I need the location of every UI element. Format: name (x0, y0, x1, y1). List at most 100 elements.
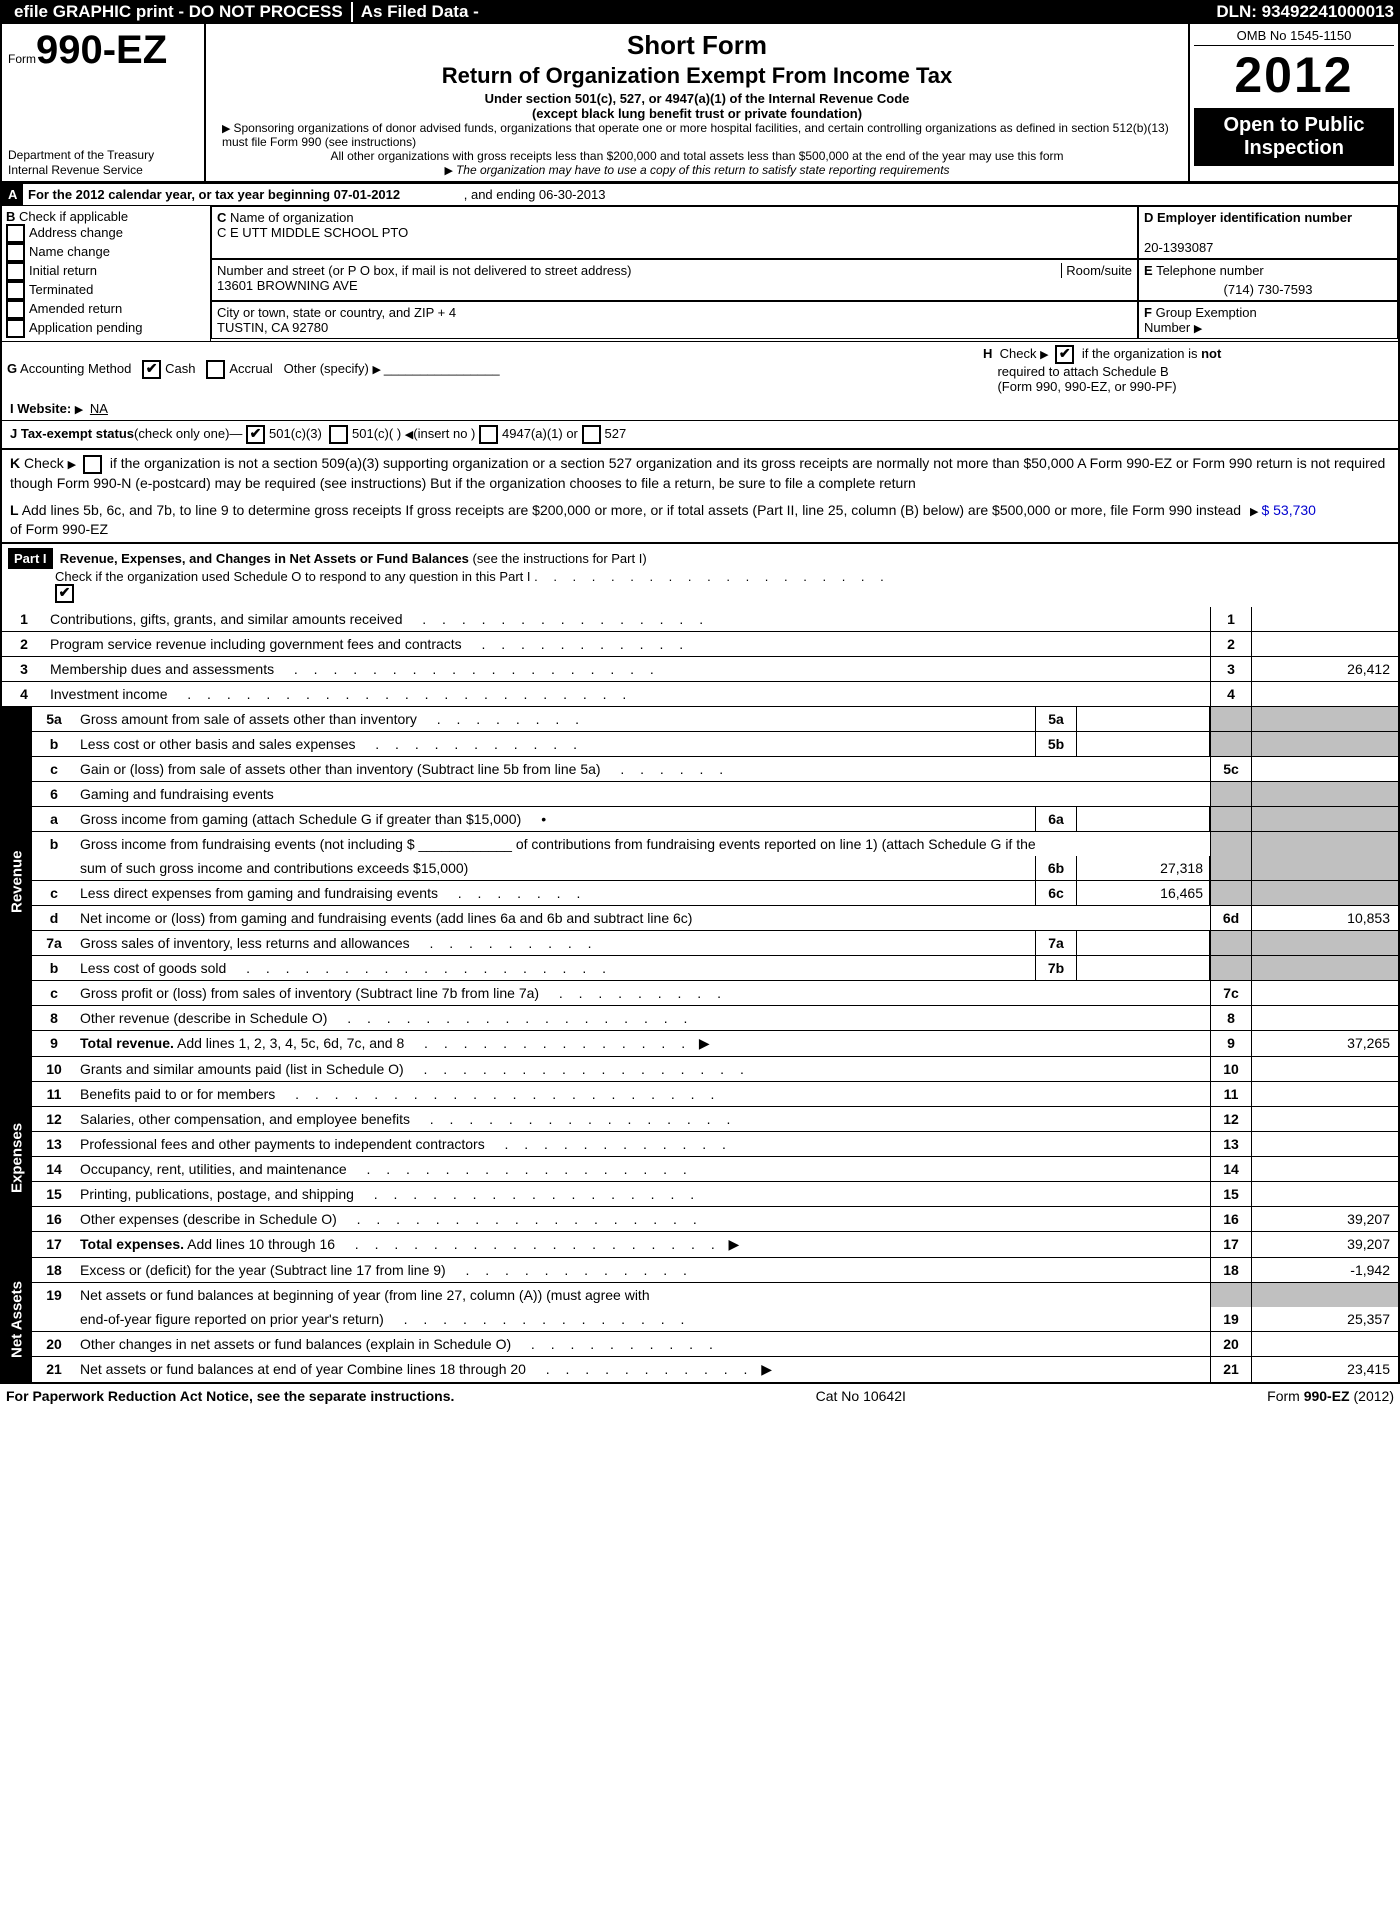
d-ein-cell: D Employer identification number 20-1393… (1138, 206, 1398, 259)
line-10: 10 Grants and similar amounts paid (list… (32, 1057, 1398, 1082)
ein-value: 20-1393087 (1144, 240, 1213, 255)
revenue-group: Revenue 5a Gross amount from sale of ass… (2, 707, 1398, 1057)
page-footer: For Paperwork Reduction Act Notice, see … (0, 1384, 1400, 1408)
g-accounting: G Accounting Method Cash Accrual Other (… (2, 342, 978, 397)
checkbox-4947[interactable] (479, 425, 498, 444)
note-1: Sponsoring organizations of donor advise… (214, 121, 1180, 149)
form-page: efile GRAPHIC print - DO NOT PROCESS As … (0, 0, 1400, 1408)
section-a-f: A For the 2012 calendar year, or tax yea… (0, 183, 1400, 450)
b-check-column: B Check if applicable Address change Nam… (2, 206, 211, 341)
netassets-vert-label: Net Assets (2, 1258, 32, 1382)
line-3: 3 Membership dues and assessments . . . … (2, 657, 1398, 682)
checkbox-pending[interactable] (6, 319, 25, 338)
expenses-vert-label: Expenses (2, 1057, 32, 1258)
efile-label: efile GRAPHIC print - DO NOT PROCESS (6, 2, 353, 22)
checkbox-cash[interactable] (142, 360, 161, 379)
form-footer: Form 990-EZ (2012) (1267, 1388, 1394, 1404)
line-12: 12 Salaries, other compensation, and emp… (32, 1107, 1398, 1132)
k-check-text: K Check if the organization is not a sec… (0, 450, 1400, 497)
line-6b-2: sum of such gross income and contributio… (32, 856, 1398, 881)
checkbox-initial-return[interactable] (6, 262, 25, 281)
open-public-badge: Open to Public Inspection (1194, 108, 1394, 166)
main-title: Return of Organization Exempt From Incom… (214, 63, 1180, 89)
line-9: 9 Total revenue. Add lines 1, 2, 3, 4, 5… (32, 1031, 1398, 1057)
line-1: 1 Contributions, gifts, grants, and simi… (2, 607, 1398, 632)
checkbox-amended[interactable] (6, 300, 25, 319)
omb-number: OMB No 1545-1150 (1194, 28, 1394, 46)
street-address: 13601 BROWNING AVE (217, 278, 358, 293)
city-value: TUSTIN, CA 92780 (217, 320, 328, 335)
line-6a: a Gross income from gaming (attach Sched… (32, 807, 1398, 832)
dln-label: DLN: 93492241000013 (1216, 2, 1394, 22)
netassets-group: Net Assets 18 Excess or (deficit) for th… (2, 1258, 1398, 1382)
department-text: Department of the Treasury Internal Reve… (8, 148, 198, 177)
line-7c: c Gross profit or (loss) from sales of i… (32, 981, 1398, 1006)
checkbox-527[interactable] (582, 425, 601, 444)
line-13: 13 Professional fees and other payments … (32, 1132, 1398, 1157)
city-cell: City or town, state or country, and ZIP … (211, 301, 1138, 339)
part1-label: Part I (8, 548, 53, 569)
line-5a: 5a Gross amount from sale of assets othe… (32, 707, 1398, 732)
asfiled-label: As Filed Data - (353, 2, 487, 22)
checkbox-terminated[interactable] (6, 281, 25, 300)
i-website: I Website: NA (2, 397, 1398, 420)
expenses-group: Expenses 10 Grants and similar amounts p… (2, 1057, 1398, 1258)
h-check: H Check if the organization is not requi… (978, 342, 1398, 397)
line-4: 4 Investment income . . . . . . . . . . … (2, 682, 1398, 707)
short-form-title: Short Form (214, 30, 1180, 61)
org-name: C E UTT MIDDLE SCHOOL PTO (217, 225, 408, 240)
checkbox-k[interactable] (83, 455, 102, 474)
label-a: A (2, 183, 22, 206)
org-info-block: C Name of organization C E UTT MIDDLE SC… (211, 206, 1398, 341)
checkbox-accrual[interactable] (206, 360, 225, 379)
line-7a: 7a Gross sales of inventory, less return… (32, 931, 1398, 956)
checkbox-501c[interactable] (329, 425, 348, 444)
phone-value: (714) 730-7593 (1144, 282, 1392, 297)
l-text: L Add lines 5b, 6c, and 7b, to line 9 to… (0, 497, 1400, 545)
line-7b: b Less cost of goods sold . . . . . . . … (32, 956, 1398, 981)
note-3: The organization may have to use a copy … (214, 163, 1180, 177)
checkbox-501c3[interactable] (246, 425, 265, 444)
line-19-1: 19 Net assets or fund balances at beginn… (32, 1283, 1398, 1307)
line-19-2: end-of-year figure reported on prior yea… (32, 1307, 1398, 1332)
line-20: 20 Other changes in net assets or fund b… (32, 1332, 1398, 1357)
j-tax-exempt: J Tax-exempt status(check only one)— 501… (2, 420, 1398, 448)
line-5c: c Gain or (loss) from sale of assets oth… (32, 757, 1398, 782)
subtitle-1: Under section 501(c), 527, or 4947(a)(1)… (214, 91, 1180, 106)
f-group-cell: F Group Exemption Number (1138, 301, 1398, 339)
title-box: Short Form Return of Organization Exempt… (206, 24, 1190, 181)
checkbox-schedule-b[interactable] (1055, 345, 1074, 364)
line-14: 14 Occupancy, rent, utilities, and maint… (32, 1157, 1398, 1182)
e-phone-cell: E Telephone number (714) 730-7593 (1138, 259, 1398, 301)
line-2: 2 Program service revenue including gove… (2, 632, 1398, 657)
header-row: Form990-EZ Department of the Treasury In… (0, 24, 1400, 183)
form-box: Form990-EZ Department of the Treasury In… (2, 24, 206, 181)
line-6d: d Net income or (loss) from gaming and f… (32, 906, 1398, 931)
l-amount: $ 53,730 (1261, 502, 1316, 518)
line-18: 18 Excess or (deficit) for the year (Sub… (32, 1258, 1398, 1283)
cat-no: Cat No 10642I (816, 1388, 906, 1404)
line-17: 17 Total expenses. Add lines 10 through … (32, 1232, 1398, 1258)
form-number: Form990-EZ (8, 28, 198, 73)
address-cell: Number and street (or P O box, if mail i… (211, 259, 1138, 301)
line-21: 21 Net assets or fund balances at end of… (32, 1357, 1398, 1382)
tax-year: 2012 (1194, 46, 1394, 104)
part1-header: Part I Revenue, Expenses, and Changes in… (0, 544, 1400, 607)
subtitle-2: (except black lung benefit trust or priv… (214, 106, 1180, 121)
top-bar-left: efile GRAPHIC print - DO NOT PROCESS As … (6, 2, 487, 22)
checkbox-address-change[interactable] (6, 224, 25, 243)
checkbox-schedule-o[interactable] (55, 584, 74, 603)
website-value: NA (90, 401, 108, 416)
line-5b: b Less cost or other basis and sales exp… (32, 732, 1398, 757)
lines-section: 1 Contributions, gifts, grants, and simi… (0, 607, 1400, 1384)
line-15: 15 Printing, publications, postage, and … (32, 1182, 1398, 1207)
line-11: 11 Benefits paid to or for members . . .… (32, 1082, 1398, 1107)
line-8: 8 Other revenue (describe in Schedule O)… (32, 1006, 1398, 1031)
c-name-cell: C Name of organization C E UTT MIDDLE SC… (211, 206, 1138, 259)
line-6b-1: b Gross income from fundraising events (… (32, 832, 1398, 856)
note-2: All other organizations with gross recei… (214, 149, 1180, 163)
revenue-vert-label: Revenue (2, 707, 32, 1057)
checkbox-name-change[interactable] (6, 243, 25, 262)
line-16: 16 Other expenses (describe in Schedule … (32, 1207, 1398, 1232)
year-box: OMB No 1545-1150 2012 Open to Public Ins… (1190, 24, 1398, 181)
